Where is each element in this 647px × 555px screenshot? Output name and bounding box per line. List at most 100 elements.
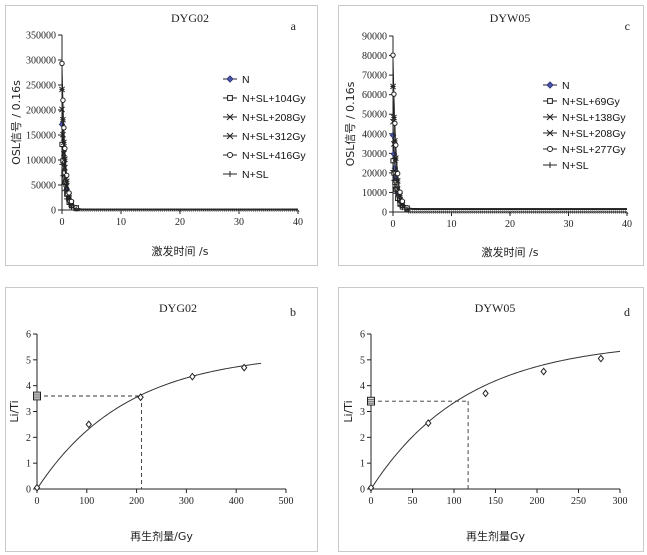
data-point	[483, 210, 488, 214]
data-point	[227, 208, 232, 212]
y-tick-label: 150000	[26, 131, 56, 142]
y-tick-label: 6	[26, 330, 31, 341]
data-point	[471, 210, 475, 214]
legend-entry: N+SL+416Gy	[242, 150, 306, 162]
data-point	[176, 208, 180, 212]
data-point	[68, 204, 75, 210]
y-tick-label: 250000	[26, 81, 56, 92]
data-point	[161, 208, 166, 212]
data-point	[567, 210, 572, 214]
data-point	[128, 208, 133, 212]
data-point	[571, 210, 576, 214]
data-point	[132, 208, 137, 212]
series-line	[61, 164, 298, 210]
data-point	[260, 208, 265, 212]
data-point	[287, 208, 292, 212]
data-point	[616, 210, 621, 214]
data-point	[418, 210, 422, 214]
legend-entry: N+SL+208Gy	[242, 112, 306, 124]
data-point	[604, 210, 608, 214]
x-tick-label: 50	[408, 496, 418, 507]
data-point	[448, 210, 453, 214]
x-tick-label: 0	[35, 496, 40, 507]
data-point	[167, 208, 172, 212]
data-point	[186, 208, 191, 212]
data-point	[143, 208, 147, 212]
panel-label: a	[291, 19, 297, 33]
data-point	[89, 208, 93, 212]
data-point	[231, 208, 236, 212]
data-point	[477, 210, 482, 214]
data-point	[252, 208, 257, 212]
panel-frame	[5, 287, 318, 552]
data-point	[446, 210, 451, 214]
x-tick-label: 0	[369, 496, 374, 507]
data-point	[120, 208, 124, 212]
fit-curve	[36, 362, 262, 490]
data-point	[434, 210, 439, 214]
data-point	[267, 208, 271, 212]
data-point	[190, 208, 195, 212]
data-point	[506, 210, 510, 214]
data-point	[524, 210, 529, 214]
data-point	[153, 208, 157, 212]
legend-entry: N+SL+312Gy	[242, 131, 306, 143]
data-point	[264, 208, 269, 212]
data-point	[395, 197, 401, 204]
data-point	[622, 210, 627, 214]
data-point	[254, 208, 259, 212]
x-tick-label: 150	[488, 496, 503, 507]
data-point	[553, 210, 557, 214]
data-point	[409, 210, 414, 214]
y-tick-label: 0	[51, 206, 56, 217]
data-point	[390, 52, 396, 58]
data-point	[81, 208, 85, 212]
data-point	[93, 208, 98, 212]
data-point	[103, 208, 108, 212]
data-point	[536, 210, 541, 214]
data-point	[157, 208, 162, 212]
data-point	[614, 210, 619, 214]
x-tick-label: 30	[564, 219, 574, 230]
data-point	[136, 208, 141, 212]
data-point	[137, 393, 144, 402]
y-tick-label: 350000	[26, 31, 56, 42]
data-point	[62, 187, 68, 194]
data-point	[248, 208, 252, 212]
data-point	[475, 210, 479, 214]
data-point	[491, 210, 496, 214]
x-tick-label: 250	[571, 496, 586, 507]
y-axis-label: OSL信号 / 0.16s	[344, 81, 357, 166]
data-point	[283, 208, 288, 212]
x-tick-label: 200	[129, 496, 144, 507]
data-point	[59, 161, 65, 167]
y-tick-label: 30000	[362, 149, 387, 160]
data-point	[194, 208, 199, 212]
data-point	[479, 210, 484, 214]
x-tick-label: 40	[293, 217, 303, 228]
legend-marker	[226, 151, 234, 159]
data-point	[390, 114, 397, 121]
data-point	[169, 208, 174, 212]
data-point	[285, 208, 290, 212]
data-point	[482, 389, 489, 398]
data-point	[205, 208, 209, 212]
y-tick-label: 50000	[31, 181, 56, 192]
data-point	[512, 210, 516, 214]
data-point	[196, 208, 201, 212]
data-point	[273, 208, 277, 212]
data-point	[367, 483, 375, 492]
data-point	[105, 208, 110, 212]
data-point	[122, 208, 126, 212]
data-point	[79, 208, 83, 212]
data-point	[442, 210, 447, 214]
data-point	[510, 210, 514, 214]
y-tick-label: 5	[360, 355, 365, 366]
y-tick-label: 80000	[362, 51, 387, 62]
data-point	[393, 142, 399, 148]
data-point	[391, 177, 397, 184]
data-point	[489, 210, 494, 214]
y-tick-label: 4	[26, 381, 31, 392]
chart-title: DYG02	[159, 301, 197, 315]
